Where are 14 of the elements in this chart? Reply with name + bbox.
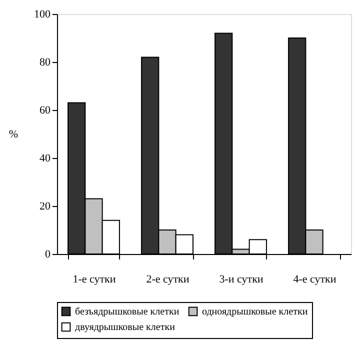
legend-label: безъядрышковые клетки <box>75 306 180 318</box>
legend-label: одноядрышковые клетки <box>202 306 308 318</box>
y-axis-title: % <box>8 128 18 140</box>
legend-label: двуядрышковые клетки <box>75 322 176 333</box>
x-tick-label: 2-е сутки <box>146 274 190 286</box>
y-tick-label: 80 <box>40 56 51 68</box>
y-tick-label: 0 <box>45 248 51 260</box>
y-tick-label: 60 <box>40 104 51 116</box>
x-tick-label: 3-и сутки <box>219 274 264 286</box>
x-tick-label: 1-е сутки <box>72 274 116 286</box>
y-tick-label: 100 <box>34 8 51 20</box>
x-tick-label: 4-е сутки <box>293 274 336 286</box>
y-tick-label: 40 <box>40 152 51 164</box>
y-tick-label: 20 <box>40 200 51 212</box>
